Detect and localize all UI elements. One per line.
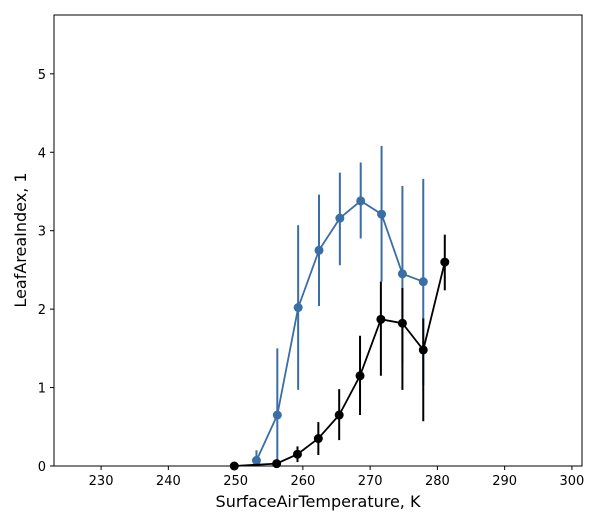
x-tick-label: 270 bbox=[358, 474, 383, 489]
data-point bbox=[355, 371, 365, 381]
x-tick-label: 230 bbox=[89, 474, 114, 489]
series-line bbox=[234, 261, 446, 467]
data-point bbox=[313, 434, 323, 444]
y-axis-label: LeafAreaIndex, 1 bbox=[11, 172, 30, 307]
data-point bbox=[376, 314, 386, 324]
x-tick-label: 240 bbox=[156, 474, 181, 489]
data-point bbox=[397, 318, 407, 328]
y-tick-label: 5 bbox=[38, 68, 46, 83]
ticks-layer: 230 240 250 260 270 280 290 300 0 1 2 3 4 5 bbox=[38, 68, 585, 489]
data-point bbox=[272, 410, 282, 420]
plot-frame bbox=[53, 14, 583, 467]
x-tick-label: 290 bbox=[492, 474, 517, 489]
data-point bbox=[272, 459, 282, 469]
data-point bbox=[440, 257, 450, 267]
data-point bbox=[356, 196, 366, 206]
series-1 bbox=[251, 145, 428, 466]
data-point bbox=[397, 269, 407, 279]
data-point bbox=[251, 456, 261, 466]
y-tick-label: 3 bbox=[38, 225, 46, 240]
data-point bbox=[377, 209, 387, 219]
data-point bbox=[418, 345, 428, 355]
x-tick-label: 280 bbox=[425, 474, 450, 489]
data-point bbox=[418, 277, 428, 287]
data-point bbox=[335, 213, 345, 223]
data-point bbox=[334, 410, 344, 420]
y-tick-label: 1 bbox=[38, 382, 46, 397]
y-tick-label: 2 bbox=[38, 303, 46, 318]
data-point bbox=[314, 245, 324, 255]
x-tick-label: 300 bbox=[559, 474, 584, 489]
data-point bbox=[292, 449, 302, 459]
data-point bbox=[293, 303, 303, 313]
y-tick-label: 4 bbox=[38, 146, 46, 161]
y-tick-label: 0 bbox=[38, 460, 46, 475]
x-tick-label: 260 bbox=[290, 474, 315, 489]
x-axis-label: SurfaceAirTemperature, K bbox=[216, 492, 421, 511]
x-tick-label: 250 bbox=[223, 474, 248, 489]
